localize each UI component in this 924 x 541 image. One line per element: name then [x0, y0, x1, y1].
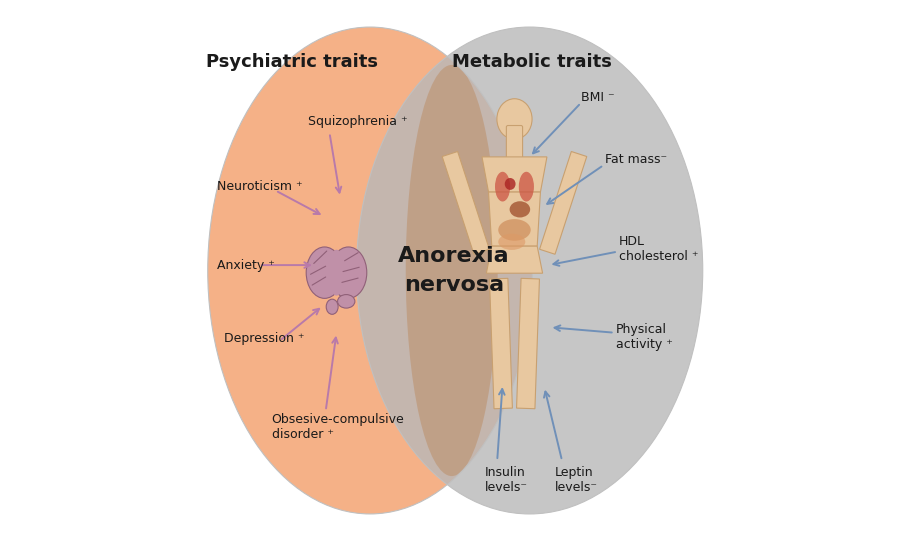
Polygon shape: [443, 151, 490, 254]
Ellipse shape: [495, 171, 510, 201]
Text: Anorexia
nervosa: Anorexia nervosa: [398, 246, 510, 295]
Ellipse shape: [498, 234, 526, 250]
Polygon shape: [517, 278, 540, 409]
Text: Anxiety ⁺: Anxiety ⁺: [217, 259, 275, 272]
Text: Psychiatric traits: Psychiatric traits: [205, 53, 378, 71]
Text: Neuroticism ⁺: Neuroticism ⁺: [217, 180, 303, 193]
Ellipse shape: [306, 247, 343, 299]
Polygon shape: [540, 151, 587, 254]
Ellipse shape: [505, 178, 516, 190]
FancyBboxPatch shape: [506, 126, 523, 159]
Text: Physical
activity ⁺: Physical activity ⁺: [616, 322, 673, 351]
Ellipse shape: [498, 219, 530, 241]
Ellipse shape: [518, 171, 534, 201]
Text: BMI ⁻: BMI ⁻: [581, 91, 614, 104]
Ellipse shape: [328, 250, 345, 295]
Ellipse shape: [208, 27, 532, 514]
Text: Obsesive-compulsive
disorder ⁺: Obsesive-compulsive disorder ⁺: [272, 413, 405, 441]
Polygon shape: [482, 157, 547, 192]
Ellipse shape: [406, 65, 498, 476]
Ellipse shape: [497, 98, 532, 140]
Text: Depression ⁺: Depression ⁺: [224, 332, 305, 345]
Text: Squizophrenia ⁺: Squizophrenia ⁺: [308, 115, 407, 128]
Text: Metabolic traits: Metabolic traits: [453, 53, 613, 71]
Ellipse shape: [326, 299, 338, 314]
Polygon shape: [486, 246, 542, 273]
Polygon shape: [489, 192, 541, 246]
Text: Insulin
levels⁻: Insulin levels⁻: [485, 466, 528, 494]
Text: Leptin
levels⁻: Leptin levels⁻: [555, 466, 598, 494]
Polygon shape: [490, 278, 513, 409]
Ellipse shape: [357, 27, 703, 514]
Text: HDL
cholesterol ⁺: HDL cholesterol ⁺: [619, 235, 699, 263]
Text: Fat mass⁻: Fat mass⁻: [605, 153, 667, 166]
Ellipse shape: [330, 247, 367, 299]
Ellipse shape: [337, 294, 355, 308]
Ellipse shape: [510, 201, 530, 217]
